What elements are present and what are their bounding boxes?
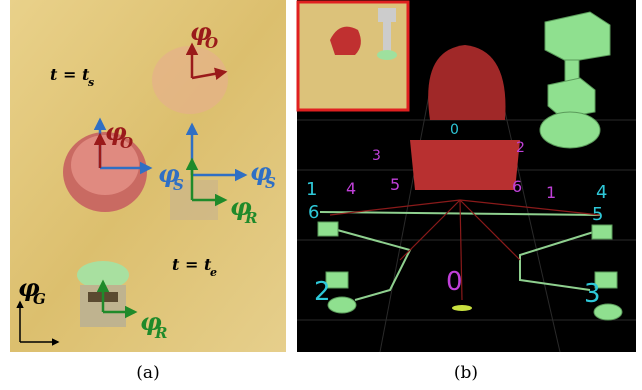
figure: φOφOφSφSφRφRφGt = tst = te (a)	[0, 0, 642, 390]
frame-subscript: G	[33, 290, 46, 308]
cyan-label: 2	[314, 277, 331, 307]
magenta-label: 6	[512, 177, 522, 196]
magenta-label: 1	[546, 183, 556, 202]
frame-subscript: R	[154, 324, 167, 342]
t-label: t = t	[172, 255, 212, 274]
magenta-label: 0	[446, 267, 463, 297]
cyan-label: 4	[596, 182, 607, 203]
frame-subscript: S	[265, 174, 276, 192]
cyan-label: 5	[592, 204, 603, 225]
frame-subscript: O	[205, 34, 218, 52]
page: {"panel_a": { "caption": "(a)", "time_la…	[0, 0, 642, 390]
cyan-label: 0	[450, 122, 459, 138]
magenta-label: 5	[390, 175, 400, 194]
caption: (a)	[136, 363, 159, 383]
frame-subscript: S	[173, 176, 184, 194]
magenta-label: 4	[346, 179, 356, 198]
cyan-label: 3	[584, 279, 601, 309]
cyan-label: 6	[308, 202, 319, 223]
t-subscript: s	[88, 76, 94, 89]
t-subscript: e	[210, 266, 217, 279]
caption: (b)	[454, 363, 478, 383]
panel-a-scene	[10, 0, 286, 352]
t-label: t = t	[50, 65, 90, 84]
cyan-label: 1	[306, 179, 317, 200]
frame-subscript: O	[120, 134, 133, 152]
magenta-label: 2	[516, 140, 525, 156]
magenta-label: 3	[372, 148, 381, 164]
frame-subscript: R	[244, 209, 257, 227]
